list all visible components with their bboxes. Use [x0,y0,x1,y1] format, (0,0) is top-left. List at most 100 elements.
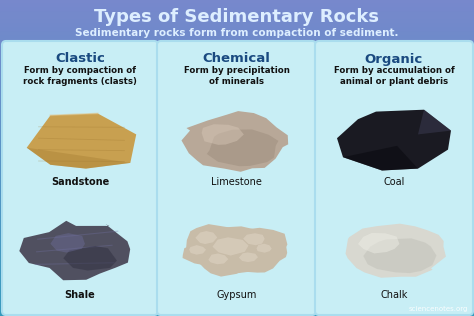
Bar [0,146,474,151]
Polygon shape [363,238,437,273]
FancyBboxPatch shape [315,41,473,315]
Text: sciencenotes.org: sciencenotes.org [409,306,468,312]
Text: Clastic: Clastic [55,52,105,65]
Text: Limestone: Limestone [211,177,262,187]
Text: Organic: Organic [365,52,423,65]
Polygon shape [200,249,249,276]
Polygon shape [251,240,287,263]
Bar [0,36,474,40]
Bar [0,186,474,191]
FancyBboxPatch shape [2,41,158,315]
Bar [0,281,474,285]
Bar [0,245,474,250]
Polygon shape [231,247,280,273]
Bar [0,198,474,203]
Bar [0,193,474,198]
Polygon shape [196,226,282,274]
Bar [0,32,474,37]
Bar [0,118,474,124]
Bar [0,79,474,84]
Bar [0,209,474,214]
Bar [0,289,474,293]
Bar [0,20,474,25]
Bar [0,75,474,80]
Text: Sedimentary rocks form from compaction of sediment.: Sedimentary rocks form from compaction o… [75,28,399,38]
Polygon shape [207,130,278,166]
Bar [0,83,474,88]
Bar [0,237,474,242]
Bar [0,71,474,76]
Text: Form by compaction of
rock fragments (clasts): Form by compaction of rock fragments (cl… [23,66,137,86]
Bar [0,229,474,234]
Polygon shape [201,124,244,145]
Text: Sandstone: Sandstone [51,177,109,187]
Bar [0,8,474,13]
Bar [0,308,474,313]
Bar [0,138,474,143]
Bar [0,170,474,175]
Bar [0,59,474,64]
Polygon shape [243,233,264,245]
Bar [0,312,474,316]
Polygon shape [182,241,224,265]
Bar [0,174,474,179]
Polygon shape [239,252,258,262]
Text: Chalk: Chalk [380,290,408,300]
Bar [0,87,474,92]
Polygon shape [346,224,446,278]
Bar [0,67,474,72]
Bar [0,158,474,163]
Bar [0,63,474,68]
Bar [0,134,474,139]
Polygon shape [418,110,451,134]
Text: Shale: Shale [64,290,95,300]
Bar [0,182,474,187]
Bar [0,43,474,48]
Text: Form by accumulation of
animal or plant debris: Form by accumulation of animal or plant … [334,66,455,86]
Bar [0,276,474,282]
Bar [0,24,474,29]
Polygon shape [182,111,288,172]
Text: Coal: Coal [383,177,405,187]
Polygon shape [212,237,248,256]
Bar [0,269,474,274]
Bar [0,126,474,131]
Bar [0,221,474,226]
Polygon shape [234,228,287,258]
Bar [0,233,474,238]
Bar [0,217,474,222]
Bar [0,162,474,167]
Polygon shape [343,146,418,171]
Polygon shape [19,221,130,280]
Bar [0,304,474,309]
Bar [0,12,474,17]
Bar [0,205,474,210]
Bar [0,178,474,183]
Polygon shape [337,110,451,171]
Polygon shape [189,245,206,255]
Bar [0,91,474,96]
Bar [0,107,474,112]
Bar [0,52,474,56]
Polygon shape [64,246,117,270]
Text: Form by precipitation
of minerals: Form by precipitation of minerals [183,66,290,86]
Bar [0,55,474,60]
Polygon shape [358,233,400,253]
Bar [0,264,474,270]
Bar [0,99,474,104]
Bar [0,253,474,258]
Bar [0,115,474,119]
Polygon shape [186,224,241,258]
Bar [0,4,474,9]
Bar [0,16,474,21]
Text: Gypsum: Gypsum [216,290,257,300]
Bar [0,27,474,33]
Bar [0,284,474,289]
Polygon shape [209,253,228,264]
Bar [0,130,474,135]
Bar [0,296,474,301]
Bar [0,40,474,45]
Bar [0,150,474,155]
Bar [0,249,474,254]
Polygon shape [50,233,85,252]
